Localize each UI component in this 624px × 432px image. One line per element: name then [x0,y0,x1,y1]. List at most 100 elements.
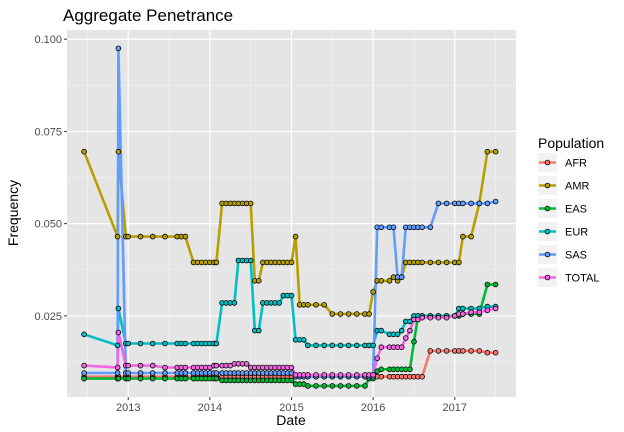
data-point-eur [329,342,336,349]
data-point-eur [231,300,238,306]
legend-label-total: TOTAL [565,273,599,285]
data-point-eur [300,336,307,343]
data-point-sas [492,198,499,205]
data-point-total [137,362,144,369]
data-point-sas [149,370,156,376]
data-point-eas [345,383,352,389]
data-point-eur [370,342,376,349]
data-point-eur [114,342,121,349]
data-point-eur [394,331,401,338]
data-point-total [337,372,344,378]
data-point-eas [492,281,499,288]
data-point-amr [321,301,328,308]
data-point-amr [492,148,499,155]
data-point-amr [468,233,474,240]
data-point-amr [435,259,442,266]
data-point-total [345,372,352,378]
data-point-eur [345,342,352,349]
data-point-total [115,329,122,336]
grid-major [67,30,516,397]
data-point-eas [81,375,87,382]
data-point-eur [149,340,156,347]
data-point-sas [125,370,131,376]
data-point-total [402,335,409,341]
x-axis: 2013 2014 2015 2016 2017 [116,397,467,414]
data-point-eas [321,383,328,389]
data-point-eur [353,342,360,349]
data-point-amr [378,277,385,284]
data-point-total [484,307,491,314]
data-point-amr [114,233,121,240]
data-point-amr [419,259,425,266]
data-point-amr [255,277,262,284]
data-point-sas [468,200,474,207]
data-point-eur [255,327,262,334]
data-point-amr [247,200,254,207]
data-point-eas [407,366,413,373]
data-point-amr [329,311,336,317]
data-point-eur [162,340,168,347]
data-point-total [114,364,121,371]
data-point-sas [419,224,425,231]
data-point-total [149,362,156,369]
data-point-afr [476,348,483,354]
data-point-sas [398,274,405,280]
data-point-eas [378,366,385,373]
legend-title: Population [538,135,604,151]
data-point-sas [81,370,87,376]
legend-point-amr [544,182,551,189]
data-point-eas [162,375,168,382]
data-point-amr [213,259,220,266]
data-point-eur [115,305,122,312]
x-tick-label: 2014 [198,402,222,414]
data-point-total [182,364,189,371]
data-point-sas [114,370,121,376]
data-point-eur [321,342,328,349]
data-point-total [374,355,381,362]
chart-title: Aggregate Penetrance [63,6,233,25]
legend-label-eur: EUR [565,227,588,239]
data-point-amr [304,301,311,308]
data-point-afr [435,348,442,354]
data-point-eur [81,331,87,338]
data-point-sas [476,200,483,207]
data-point-amr [125,233,131,240]
data-point-total [243,360,250,367]
x-tick-label: 2017 [443,402,467,414]
legend: Population AFR AMR EAS EUR SAS TOTAL [538,135,604,287]
data-point-total [427,314,434,321]
legend-point-sas [544,251,551,258]
data-point-sas [435,200,442,207]
data-point-amr [484,148,491,155]
data-point-total [321,372,328,378]
data-point-amr [81,148,87,155]
data-point-amr [370,289,376,295]
data-point-afr [460,348,466,354]
data-point-eas [362,383,368,389]
data-point-total [81,362,87,369]
data-point-sas [182,370,189,376]
data-point-amr [456,259,462,266]
data-point-total [435,314,442,321]
data-point-eas [149,375,156,382]
x-tick-label: 2016 [361,402,385,414]
data-point-amr [149,233,156,240]
data-point-total [378,344,385,351]
data-point-total [419,314,425,321]
data-point-sas [427,224,434,231]
data-point-total [407,327,413,334]
data-point-total [398,344,405,351]
data-point-eas [411,338,417,345]
y-tick-label: 0.075 [34,126,62,138]
data-point-total [476,309,483,316]
data-point-eas [337,383,344,389]
data-point-sas [137,370,144,376]
data-point-amr [292,233,299,240]
data-point-total [370,372,376,378]
x-tick-label: 2013 [116,402,140,414]
legend-point-eur [544,228,551,235]
data-point-sas [443,200,450,207]
data-point-sas [115,45,122,52]
data-point-eas [353,383,360,389]
